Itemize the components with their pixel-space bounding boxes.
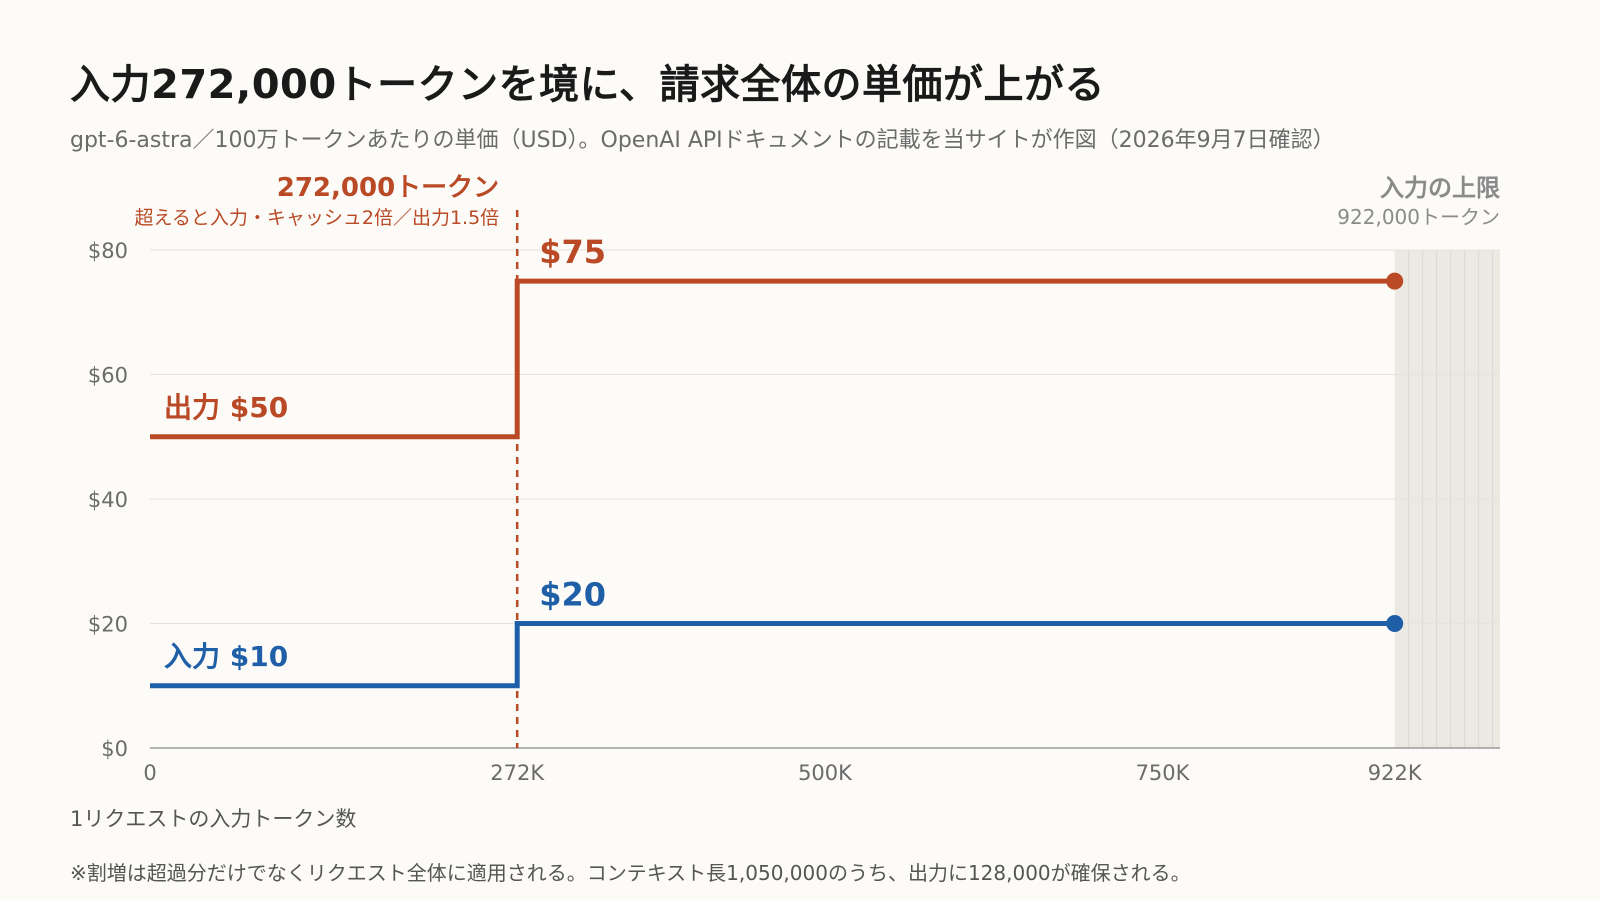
footnote: ※割増は超過分だけでなくリクエスト全体に適用される。コンテキスト長1,050,0… [70, 861, 1191, 885]
x-tick-label: 922K [1368, 761, 1423, 785]
output-step-label: $75 [539, 233, 606, 271]
input-series-line [150, 621, 1395, 689]
input-end-point [1386, 615, 1404, 632]
y-tick-label: $0 [101, 737, 128, 761]
input-step-label: $20 [539, 576, 606, 614]
y-tick-label: $80 [88, 239, 128, 263]
output-end-point [1386, 272, 1404, 290]
x-axis-label: 1リクエストの入力トークン数 [70, 807, 357, 831]
y-tick-label: $20 [88, 613, 128, 637]
x-tick-label: 500K [798, 761, 853, 785]
chart-subtitle: gpt-6-astra／100万トークンあたりの単価（USD）。OpenAI A… [70, 128, 1335, 153]
y-tick-label: $60 [88, 364, 128, 388]
y-tick-label: $40 [88, 488, 128, 512]
x-tick-label: 0 [143, 761, 156, 785]
x-tick-label: 750K [1136, 761, 1191, 785]
input-start-label: 入力 $10 [164, 640, 288, 673]
threshold-sublabel: 超えると入力・キャッシュ2倍／出力1.5倍 [134, 207, 499, 229]
output-series-line [150, 278, 1395, 440]
output-start-label: 出力 $50 [164, 391, 288, 424]
chart-title: 入力272,000トークンを境に、請求全体の単価が上がる [70, 62, 1105, 108]
limit-label: 入力の上限 [1380, 174, 1500, 202]
x-tick-label: 272K [490, 761, 545, 785]
limit-sublabel: 922,000トークン [1337, 205, 1500, 229]
threshold-label: 272,000トークン [277, 173, 499, 203]
